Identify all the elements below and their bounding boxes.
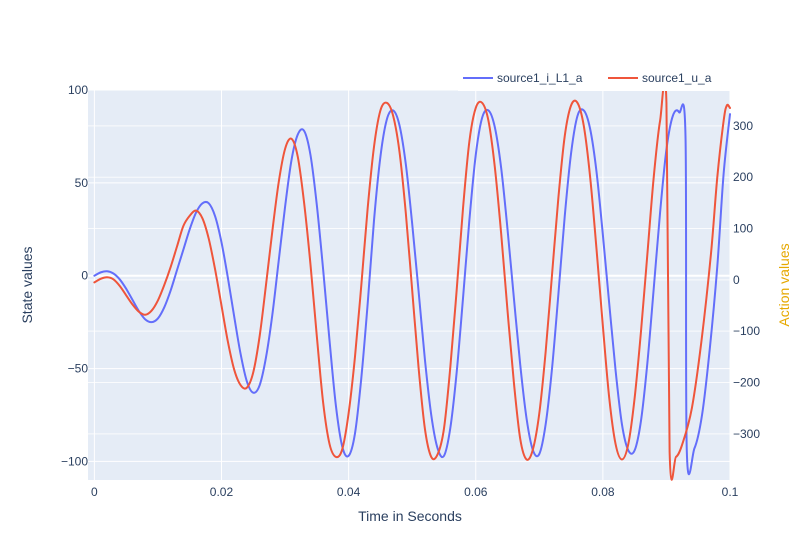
- x-tick-label: 0: [91, 485, 98, 499]
- plot-background: [88, 90, 730, 480]
- y-tick-label: −50: [68, 362, 89, 376]
- y2-tick-label: −100: [733, 324, 760, 338]
- y2-axis-title: Action values: [776, 243, 792, 326]
- x-tick-label: 0.1: [722, 485, 739, 499]
- series-line-source1_u_a: [93, 79, 731, 481]
- y2-tick-label: 100: [733, 222, 753, 236]
- x-axis-ticks: 0 0.02 0.04 0.06 0.08 0.1: [91, 485, 739, 499]
- y2-tick-label: 200: [733, 170, 753, 184]
- series-lines: [93, 79, 731, 481]
- y2-tick-label: −200: [733, 376, 760, 390]
- legend-label: source1_u_a: [642, 71, 712, 85]
- y-tick-label: 0: [81, 269, 88, 283]
- legend-background: [458, 65, 730, 91]
- y-axis-title: State values: [19, 246, 35, 323]
- legend[interactable]: source1_i_L1_a source1_u_a: [458, 65, 730, 91]
- y-tick-label: −100: [61, 454, 88, 468]
- y2-tick-label: 300: [733, 119, 753, 133]
- x-tick-label: 0.08: [591, 485, 615, 499]
- y2-tick-label: 0: [733, 273, 740, 287]
- x-tick-label: 0.02: [210, 485, 234, 499]
- y-axis-ticks: −100 −50 0 50 100: [61, 83, 88, 468]
- y2-tick-label: −300: [733, 427, 760, 441]
- y-tick-label: 50: [75, 176, 89, 190]
- legend-label: source1_i_L1_a: [497, 71, 583, 85]
- y2-axis-ticks: −300 −200 −100 0 100 200 300: [733, 119, 760, 441]
- x-axis-title: Time in Seconds: [358, 508, 462, 524]
- grid-lines: [88, 89, 731, 480]
- y-tick-label: 100: [68, 83, 88, 97]
- series-line-source1_i_L1_a: [93, 103, 731, 476]
- x-tick-label: 0.04: [337, 485, 361, 499]
- x-tick-label: 0.06: [464, 485, 488, 499]
- legend-item-source1_u_a[interactable]: source1_u_a: [608, 71, 712, 85]
- legend-item-source1_i_L1_a[interactable]: source1_i_L1_a: [463, 71, 583, 85]
